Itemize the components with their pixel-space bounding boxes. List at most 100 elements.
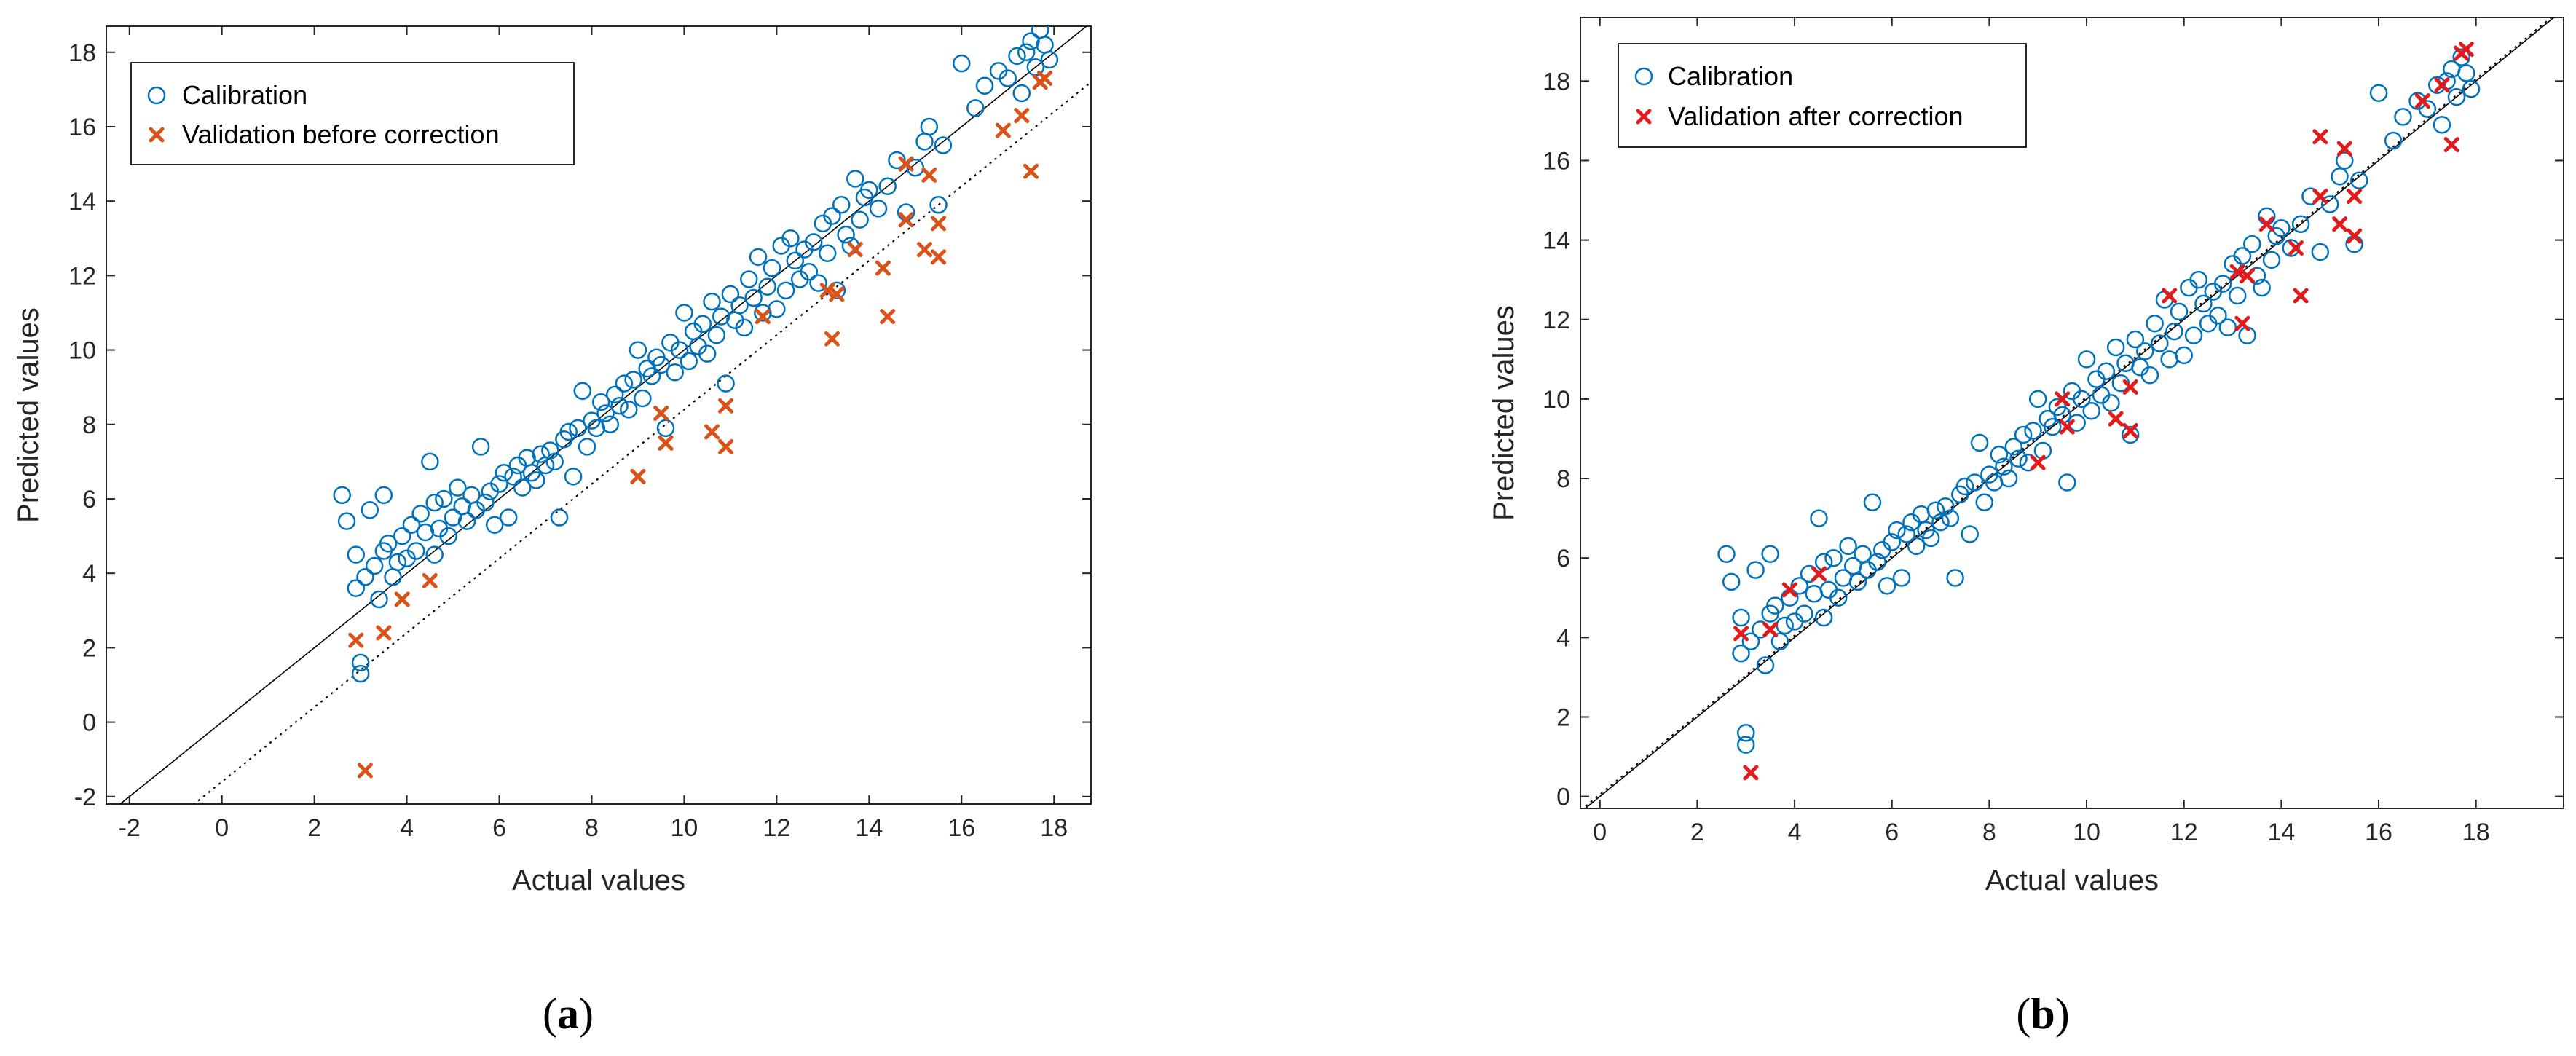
calibration-point	[2384, 131, 2403, 150]
calibration-point	[1756, 656, 1775, 674]
calibration-point	[2004, 438, 2023, 456]
validation-point	[2293, 288, 2309, 304]
validation-point	[1037, 71, 1053, 87]
calibration-point	[2228, 286, 2247, 305]
calibration-point	[680, 352, 698, 371]
validation-point	[2122, 379, 2138, 395]
calibration-point	[1966, 473, 1984, 492]
calibration-point	[425, 545, 444, 564]
validation-point	[2108, 411, 2124, 427]
y-tick-label-b: 6	[1556, 545, 1570, 572]
calibration-point	[2082, 402, 2100, 420]
validation-point	[995, 122, 1011, 138]
validation-point	[875, 260, 891, 276]
calibration-point	[2014, 425, 2033, 444]
calibration-point	[1878, 577, 1896, 595]
calibration-point	[1990, 446, 2009, 464]
x-tick-label-a: 14	[855, 814, 883, 842]
series-validation-b	[1733, 42, 2474, 781]
chart-panel-a: -2 0 2 4 6 8 10 12 14 16 18 -2 0 2 4 6 8 10 12 14 16 18 Actua…	[12, 25, 1092, 1038]
calibration-point	[693, 315, 712, 334]
calibration-point	[2194, 294, 2213, 313]
validation-point	[658, 435, 674, 451]
x-tick-label-a: -2	[119, 814, 141, 842]
calibration-point	[670, 341, 689, 359]
calibration-point	[407, 542, 425, 560]
calibration-point	[587, 419, 606, 438]
calibration-point	[490, 475, 508, 493]
calibration-point	[781, 229, 800, 248]
calibration-point	[620, 401, 638, 419]
calibration-point	[449, 478, 467, 497]
calibration-point	[1970, 433, 1989, 452]
calibration-point	[393, 527, 411, 545]
x-tick-label-b: 6	[1885, 819, 1899, 846]
calibration-point	[402, 516, 421, 534]
calibration-point	[2184, 326, 2203, 344]
validation-point	[2458, 42, 2474, 58]
calibration-point	[1946, 569, 1964, 587]
legend-box-a	[130, 62, 575, 165]
calibration-point	[471, 438, 490, 456]
reference-lines-b	[1581, 17, 2555, 808]
calibration-point	[2291, 215, 2310, 234]
y-tick-label-b: 14	[1543, 227, 1570, 255]
validation-point	[630, 468, 646, 484]
y-axis-label-b: Predicted values	[1488, 305, 1520, 521]
legend-box-b	[1618, 43, 2027, 148]
calibration-point	[2106, 338, 2125, 357]
panel-letter-a: a	[557, 990, 579, 1038]
calibration-point	[1883, 533, 1901, 551]
validation-point	[348, 632, 364, 648]
calibration-point	[2350, 171, 2368, 189]
legend-a: Calibration Validation before correction	[130, 62, 575, 165]
reference-line-dotted-b	[1581, 17, 2553, 808]
calibration-point	[953, 54, 971, 73]
validation-point	[422, 572, 438, 588]
calibration-point	[2024, 422, 2042, 440]
legend-label-validation-a: Validation before correction	[182, 119, 500, 149]
calibration-point	[1012, 84, 1031, 103]
calibration-point	[929, 196, 948, 214]
validation-point	[718, 398, 734, 414]
validation-point	[376, 625, 392, 641]
x-tick-label-a: 0	[215, 814, 229, 842]
calibration-point	[823, 207, 841, 225]
validation-point	[931, 216, 947, 232]
calibration-point	[2121, 425, 2140, 444]
validation-point	[2312, 189, 2328, 205]
calibration-point	[2058, 473, 2076, 492]
calibration-point	[735, 318, 754, 337]
validation-point	[755, 309, 771, 325]
calibration-point	[786, 251, 805, 270]
y-tick-label-b: 18	[1543, 68, 1570, 95]
calibration-point	[1848, 572, 1867, 591]
calibration-point	[837, 225, 855, 244]
x-tick-label-b: 14	[2267, 819, 2295, 846]
calibration-point	[457, 512, 476, 530]
calibration-point	[485, 516, 504, 534]
validation-point	[1811, 566, 1827, 582]
calibration-point	[2218, 318, 2237, 336]
calibration-point	[1892, 569, 1911, 587]
x-tick-label-b: 8	[1982, 819, 1996, 846]
calibration-point	[999, 69, 1017, 87]
calibration-point	[804, 233, 823, 251]
validation-point	[819, 283, 835, 299]
calibration-point	[1975, 493, 1993, 512]
calibration-point	[920, 117, 939, 136]
calibration-point	[545, 452, 564, 471]
data-marks-b	[1717, 42, 2481, 781]
x-axis-label-b: Actual values	[1985, 864, 2159, 897]
calibration-point	[347, 579, 366, 597]
calibration-point	[1770, 632, 1789, 651]
calibration-point	[652, 355, 670, 374]
calibration-point	[1941, 509, 1960, 527]
validation-point	[2434, 77, 2450, 93]
validation-point	[1014, 108, 1030, 124]
calibration-point	[1888, 521, 1906, 540]
calibration-point	[591, 393, 610, 411]
legend-marker-calibration-a	[147, 86, 166, 105]
calibration-point	[1829, 588, 1848, 607]
calibration-point	[1868, 553, 1886, 571]
